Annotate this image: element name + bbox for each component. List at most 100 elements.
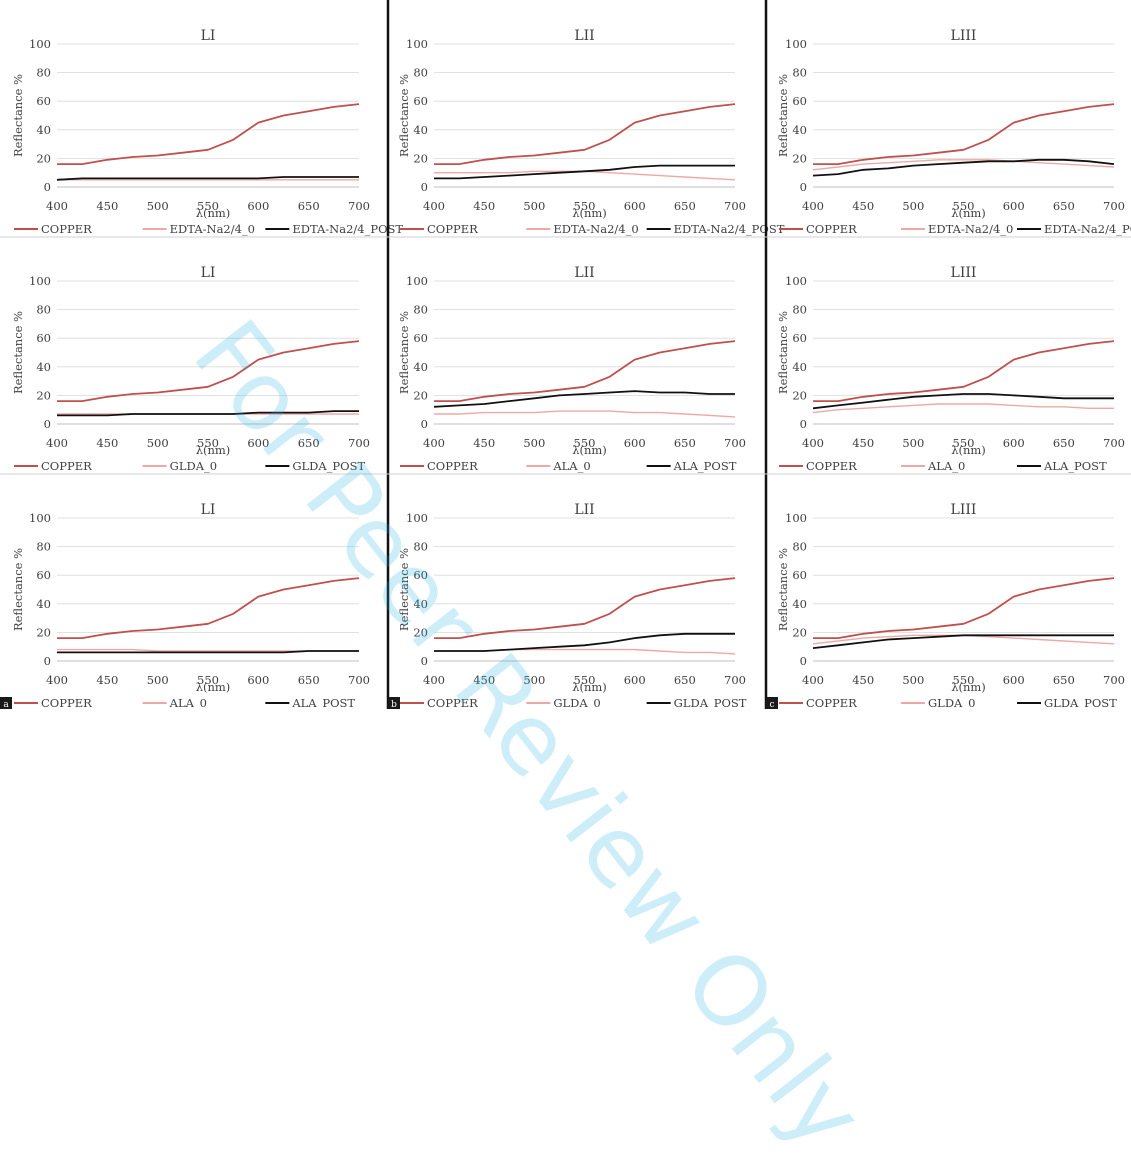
y-tick-label: 100 [406,511,428,525]
x-tick-label: 400 [423,673,445,687]
y-tick-label: 80 [792,540,807,554]
y-tick-label: 0 [44,180,51,194]
series-line-copper [434,577,736,639]
x-tick-label: 400 [802,199,824,213]
x-axis-label: λ(nm) [196,443,231,457]
x-tick-label: 450 [473,199,495,213]
x-tick-label: 550 [953,199,975,213]
y-tick-label: 0 [421,654,428,668]
series-line-treatment-post [56,176,359,181]
y-axis-label: Reflectance % [397,311,411,394]
x-tick-label: 500 [147,436,169,450]
panel-tag-box [388,697,400,709]
x-tick-label: 650 [1053,199,1075,213]
y-tick-label: 60 [36,331,51,345]
legend-label: GLDA_POST [1044,696,1117,709]
legend-label: ALA_POST [673,459,737,473]
y-tick-label: 80 [792,303,807,317]
legend-label: ALA_POST [1043,459,1107,473]
x-tick-label: 650 [298,436,320,450]
y-tick-label: 100 [406,274,428,288]
legend-label: COPPER [806,222,857,236]
series-line-treatment-post [57,650,359,654]
y-tick-label: 40 [792,123,807,137]
y-tick-label: 80 [36,303,51,317]
x-tick-label: 500 [902,436,924,450]
x-tick-label: 500 [523,436,545,450]
series-line-treatment-post [434,632,735,652]
y-tick-label: 80 [792,66,807,80]
figure-background [0,0,1131,709]
legend-label: EDTA-Na2/4_POST [674,222,785,236]
x-tick-label: 400 [802,673,824,687]
x-tick-label: 700 [348,673,370,687]
x-tick-label: 600 [624,199,646,213]
x-tick-label: 450 [473,436,495,450]
x-tick-label: 600 [1003,436,1025,450]
x-tick-label: 650 [674,673,696,687]
y-tick-label: 40 [36,597,51,611]
legend-label: COPPER [427,696,478,709]
y-tick-label: 0 [44,417,51,431]
x-axis-label: λ(nm) [572,206,607,220]
y-tick-label: 20 [36,388,51,402]
panel-tag-label: c [769,700,774,709]
panel-tag-box [766,697,778,709]
chart-title: LII [574,28,594,44]
y-tick-label: 80 [413,303,428,317]
chart-title: LI [201,28,216,44]
x-tick-label: 550 [197,436,219,450]
y-axis-label: Reflectance % [11,548,25,631]
y-tick-label: 0 [800,654,807,668]
y-tick-label: 60 [792,568,807,582]
x-tick-label: 550 [953,673,975,687]
chart-title: LI [201,502,216,518]
x-axis-label: λ(nm) [572,443,607,457]
y-tick-label: 80 [413,540,428,554]
series-line-copper [57,577,360,639]
y-tick-label: 60 [792,331,807,345]
y-tick-label: 0 [44,654,51,668]
x-tick-label: 700 [1103,436,1125,450]
legend-label: EDTA-Na2/4_POST [1044,222,1131,236]
legend-label: ALA_0 [552,459,590,473]
y-tick-label: 60 [413,94,428,108]
y-tick-label: 40 [36,123,51,137]
chart-title: LI [201,265,216,281]
x-tick-label: 450 [473,673,495,687]
x-tick-label: 450 [852,199,874,213]
chart-title: LIII [951,28,977,44]
series-line-copper [57,340,360,403]
panel-tag-label: b [391,700,397,709]
x-tick-label: 700 [724,436,746,450]
y-tick-label: 60 [413,568,428,582]
legend-label: ALA_0 [169,696,207,709]
x-tick-label: 400 [46,436,68,450]
y-tick-label: 20 [413,625,428,639]
x-tick-label: 450 [96,436,118,450]
x-tick-label: 600 [1003,199,1025,213]
x-tick-label: 600 [247,199,269,213]
x-tick-label: 650 [1053,673,1075,687]
x-axis-label: λ(nm) [196,206,231,220]
legend-label: COPPER [41,222,92,236]
legend-label: GLDA_0 [928,696,975,709]
legend-label: EDTA-Na2/4_0 [170,222,255,236]
y-tick-label: 60 [792,94,807,108]
y-tick-label: 20 [792,625,807,639]
y-axis-label: Reflectance % [776,311,790,394]
y-tick-label: 20 [36,151,51,165]
panel-tag-box [0,697,12,709]
x-axis-label: λ(nm) [196,680,231,694]
legend-label: ALA_0 [927,459,965,473]
y-axis-label: Reflectance % [776,74,790,157]
x-tick-label: 450 [96,199,118,213]
legend-label: EDTA-Na2/4_0 [553,222,638,236]
legend-label: COPPER [806,696,857,709]
y-tick-label: 100 [785,37,807,51]
y-tick-label: 60 [413,331,428,345]
chart-title: LII [574,502,594,518]
x-tick-label: 400 [423,199,445,213]
chart-title: LIII [951,265,977,281]
x-tick-label: 500 [523,199,545,213]
